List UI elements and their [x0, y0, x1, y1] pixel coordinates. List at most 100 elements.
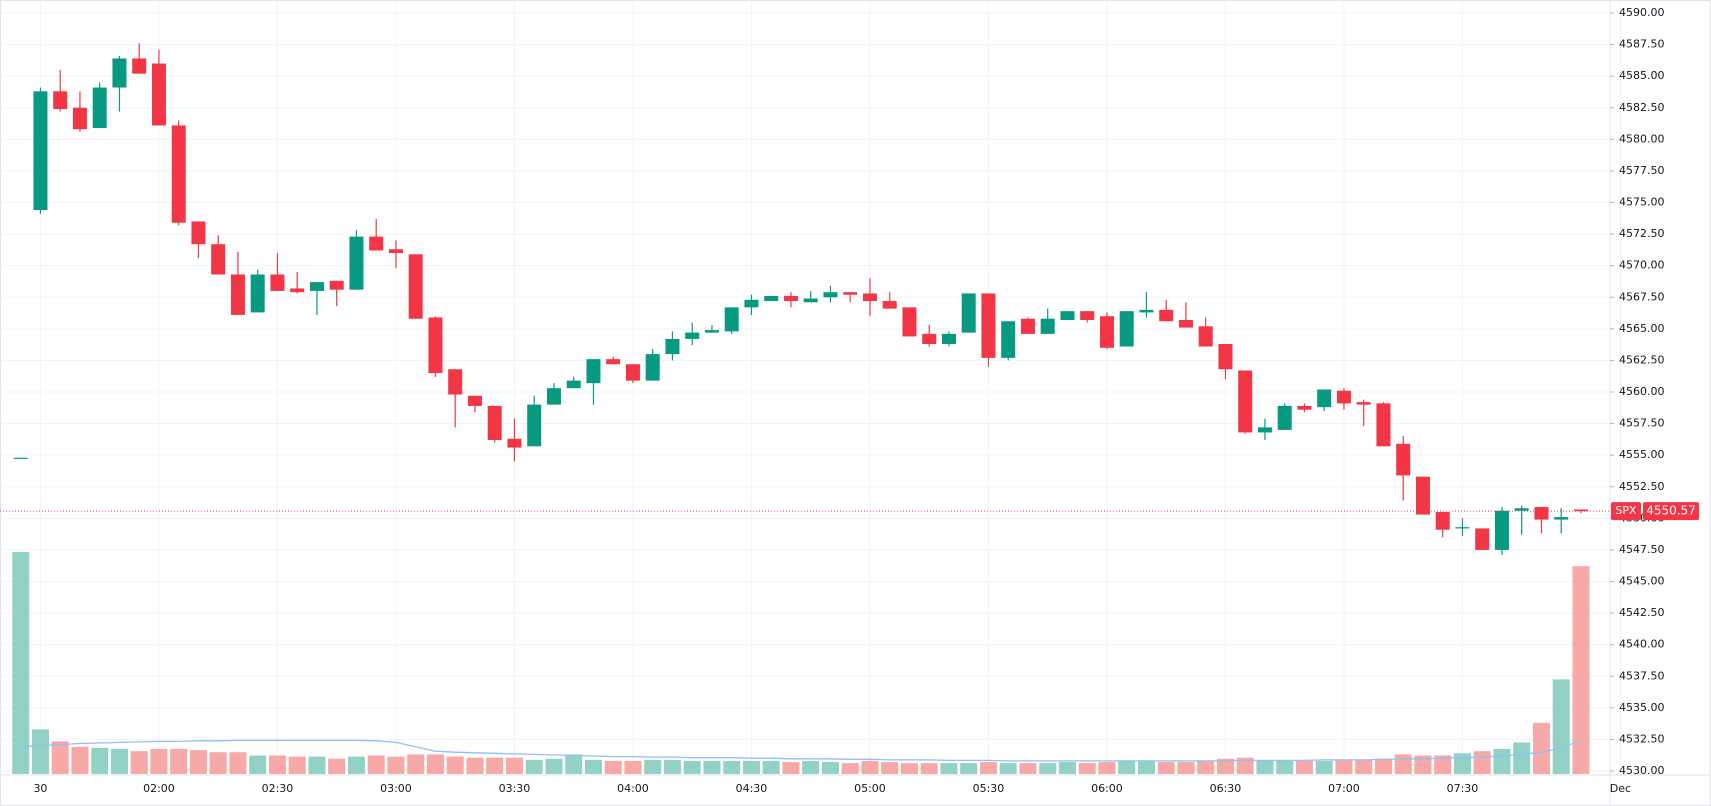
y-tick-label: 4545.00 [1619, 575, 1665, 588]
candle-body [1534, 506, 1549, 520]
candle-body [507, 438, 522, 448]
candle-body [1060, 311, 1075, 320]
last-price-label: 4550.57 [1646, 504, 1696, 518]
candle-body [1159, 309, 1174, 322]
y-tick-label: 4540.00 [1619, 638, 1665, 651]
volume-bar [189, 750, 207, 774]
volume-bar [999, 763, 1017, 774]
x-tick-label: 07:30 [1447, 782, 1479, 795]
volume-bar [723, 760, 741, 774]
volume-bar [782, 762, 800, 774]
volume-bar [979, 762, 997, 774]
volume-bar [51, 741, 69, 774]
candle-body [487, 405, 502, 441]
volume-bar [1295, 760, 1313, 774]
volume-bar [1197, 760, 1215, 774]
volume-bar [1473, 751, 1491, 774]
volume-bar [802, 760, 820, 774]
candle-body [1554, 517, 1569, 520]
volume-bar [31, 729, 49, 774]
y-tick-label: 4587.50 [1619, 38, 1665, 51]
y-tick-label: 4575.00 [1619, 196, 1665, 209]
volume-bar [565, 754, 583, 774]
volume-bar [1019, 763, 1037, 774]
candle-body [72, 107, 87, 130]
candle-body [467, 395, 482, 406]
y-tick-label: 4582.50 [1619, 101, 1665, 114]
y-tick-label: 4580.00 [1619, 132, 1665, 145]
volume-bar [1216, 758, 1234, 774]
volume-bar [663, 759, 681, 774]
volume-bar [1453, 753, 1471, 774]
volume-bar [624, 760, 642, 774]
volume-bar [604, 760, 622, 774]
volume-bar [1157, 762, 1175, 774]
candle-body [428, 317, 443, 374]
volume-bar [683, 760, 701, 774]
volume-bar [881, 762, 899, 774]
candle-body [1336, 390, 1351, 404]
volume-bar [367, 755, 385, 774]
volume-bar [466, 757, 484, 774]
y-tick-label: 4532.50 [1619, 732, 1665, 745]
volume-bar [1078, 763, 1096, 774]
volume-bar [545, 758, 563, 774]
candle-body [941, 333, 956, 344]
volume-bar [446, 756, 464, 774]
candle-body [1435, 512, 1450, 530]
volume-bar [347, 756, 365, 774]
candle-body [744, 299, 759, 308]
volume-bar [150, 748, 168, 774]
y-tick-label: 4572.50 [1619, 227, 1665, 240]
candle-body [527, 404, 542, 447]
y-tick-label: 4565.00 [1619, 322, 1665, 335]
volume-bar [387, 756, 405, 774]
y-tick-label: 4590.00 [1619, 6, 1665, 19]
y-tick-label: 4577.50 [1619, 164, 1665, 177]
volume-bar [644, 759, 662, 774]
candle-body [270, 274, 285, 291]
candle-body [902, 307, 917, 337]
candle-body [803, 298, 818, 303]
volume-bar [308, 756, 326, 774]
volume-bar [742, 760, 760, 774]
x-tick-label: 06:30 [1210, 782, 1242, 795]
volume-bar [268, 755, 286, 774]
x-tick-label: 03:30 [499, 782, 531, 795]
x-tick-label: 04:00 [617, 782, 649, 795]
candle-body [862, 293, 877, 302]
volume-bar [249, 755, 267, 774]
candle-body [290, 288, 305, 293]
x-tick-label: Dec [1610, 782, 1631, 795]
candle-body [1317, 389, 1332, 408]
y-tick-label: 4567.50 [1619, 290, 1665, 303]
volume-bar [1137, 760, 1155, 774]
volume-bar [1532, 722, 1550, 774]
candle-body [645, 354, 660, 381]
candle-body [1119, 311, 1134, 347]
x-tick-label: 05:30 [973, 782, 1005, 795]
volume-bar [71, 746, 89, 774]
volume-bar [1118, 760, 1136, 774]
volume-bar [505, 757, 523, 774]
volume-bar [861, 760, 879, 774]
y-tick-label: 4562.50 [1619, 353, 1665, 366]
volume-bar [1236, 757, 1254, 774]
candle-body [53, 91, 68, 110]
y-tick-label: 4557.50 [1619, 417, 1665, 430]
volume-bar [288, 756, 306, 774]
x-tick-label: 07:00 [1328, 782, 1360, 795]
volume-bar [1039, 763, 1057, 774]
candle-body [151, 63, 166, 126]
candle-body [13, 457, 28, 459]
candle-body [230, 274, 245, 315]
y-tick-label: 4537.50 [1619, 669, 1665, 682]
candle-body [309, 282, 324, 291]
candles [13, 43, 1588, 555]
candle-body [1356, 402, 1371, 405]
candle-body [1040, 318, 1055, 334]
volume-bar [1552, 679, 1570, 774]
symbol-tag [1611, 502, 1641, 521]
candle-body [566, 380, 581, 389]
